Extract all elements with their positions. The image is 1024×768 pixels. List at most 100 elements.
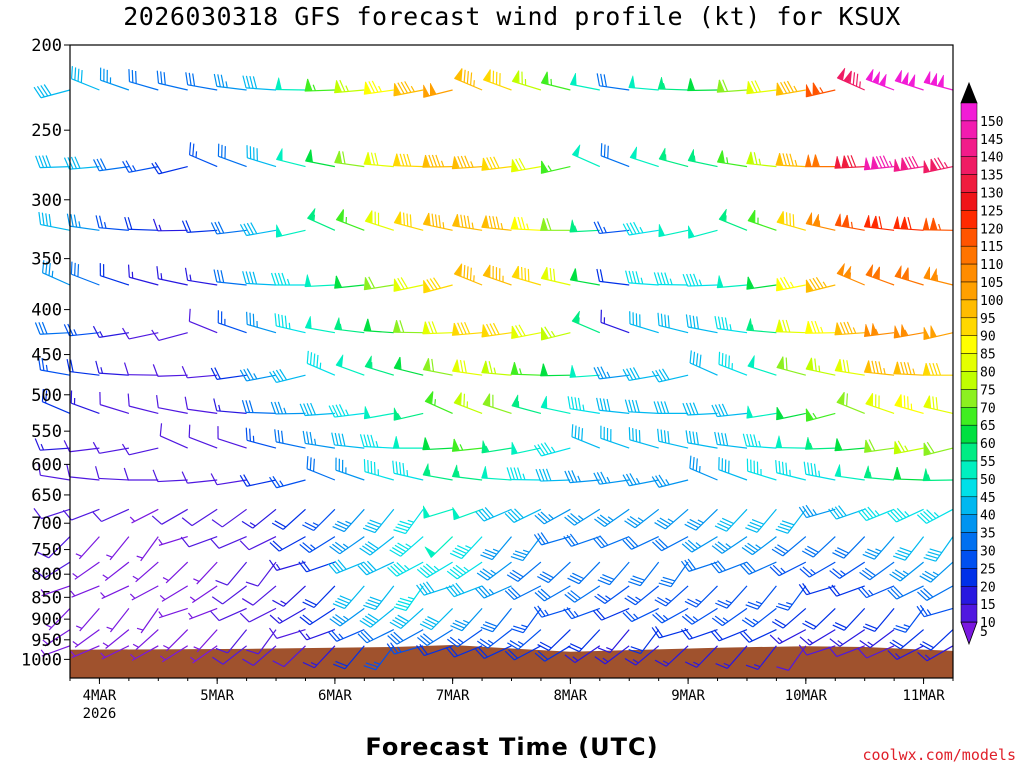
x-tick-label: 8MAR [554,688,588,704]
wind-barb [651,368,689,383]
wind-barb [654,585,689,607]
wind-barb [653,401,689,414]
wind-barb [803,461,836,481]
wind-barb [481,360,512,376]
wind-barb [923,266,954,286]
wind-barb [776,276,806,292]
wind-barb [123,362,159,376]
wind-barb [215,629,248,654]
wind-barb [711,403,748,418]
wind-barb [747,209,777,231]
wind-barb [213,269,247,286]
wind-barb [129,585,159,601]
wind-barb [711,536,748,554]
wind-barbs [33,66,954,671]
wind-barb [746,318,777,334]
wind-barb [533,532,571,546]
wind-barb [121,443,159,456]
colorbar-swatch [960,353,978,372]
wind-barb [187,607,218,620]
wind-barb [533,442,571,457]
wind-barb [746,80,777,95]
wind-barb [622,536,659,550]
wind-barb [504,508,542,523]
colorbar-top-arrow [960,81,978,104]
wind-barb [592,607,630,621]
wind-barb [334,150,365,168]
wind-barb [127,393,159,414]
wind-barb [106,608,130,633]
colorbar-swatch [960,228,978,247]
wind-barb [511,265,542,286]
x-tick-label: 5MAR [200,688,234,704]
wind-barb [476,561,512,581]
wind-barb [70,390,100,414]
wind-barb [862,536,895,560]
plot-frame [69,44,954,679]
wind-barb [152,469,188,483]
wind-barb [66,359,100,376]
wind-barb [392,153,424,168]
wind-barb [893,361,924,376]
wind-barb [889,629,924,650]
wind-barb [95,215,129,231]
colorbar-swatch [960,389,978,408]
wind-barb [775,585,807,611]
wind-barb [41,389,71,414]
wind-barb [389,536,424,557]
wind-barb [100,585,130,600]
wind-barb [122,327,159,340]
wind-barb [802,607,836,630]
credit-link[interactable]: coolwx.com/models [862,746,1016,764]
wind-barb [451,464,483,481]
wind-barb [834,359,865,376]
colorbar-label: 145 [980,133,1003,148]
wind-barb [654,508,689,530]
wind-barb [511,70,542,91]
wind-barb [622,607,659,623]
wind-barb [333,645,365,670]
wind-barb [239,368,277,382]
wind-barb [75,608,100,632]
wind-barb [306,456,336,481]
colorbar-label: 20 [980,580,996,595]
wind-barb [210,607,247,622]
wind-barb [832,536,866,559]
wind-barb [864,439,895,453]
wind-barb [594,585,630,605]
wind-barb [919,629,954,651]
wind-barb [305,149,336,168]
wind-barb [651,474,689,488]
wind-barb [567,629,601,653]
wind-barb [563,607,601,620]
colorbar-label: 70 [980,401,996,416]
wind-barb [597,629,630,654]
wind-barb [511,157,542,173]
wind-barb [181,365,218,379]
wind-barb [445,582,483,598]
wind-barb [537,629,571,651]
wind-barb [475,645,512,660]
wind-barb [335,457,365,481]
wind-barb [540,395,571,414]
wind-barb [887,585,924,600]
wind-barb [328,404,365,418]
wind-barb [92,441,130,454]
wind-barb [681,607,718,625]
wind-barb [863,465,895,481]
wind-barb [359,536,395,556]
wind-barb [715,645,748,669]
wind-barb [482,69,512,91]
wind-barb [805,82,836,98]
wind-barb [798,582,836,596]
wind-barb [393,277,424,292]
colorbar-label: 40 [980,509,996,524]
wind-barb [863,323,895,337]
wind-barb [563,533,600,547]
wind-barb [571,144,601,168]
colorbar-swatch [960,335,978,354]
wind-barb [152,218,188,232]
wind-barb [245,561,277,587]
wind-barb [393,356,424,376]
wind-barb [129,508,159,524]
